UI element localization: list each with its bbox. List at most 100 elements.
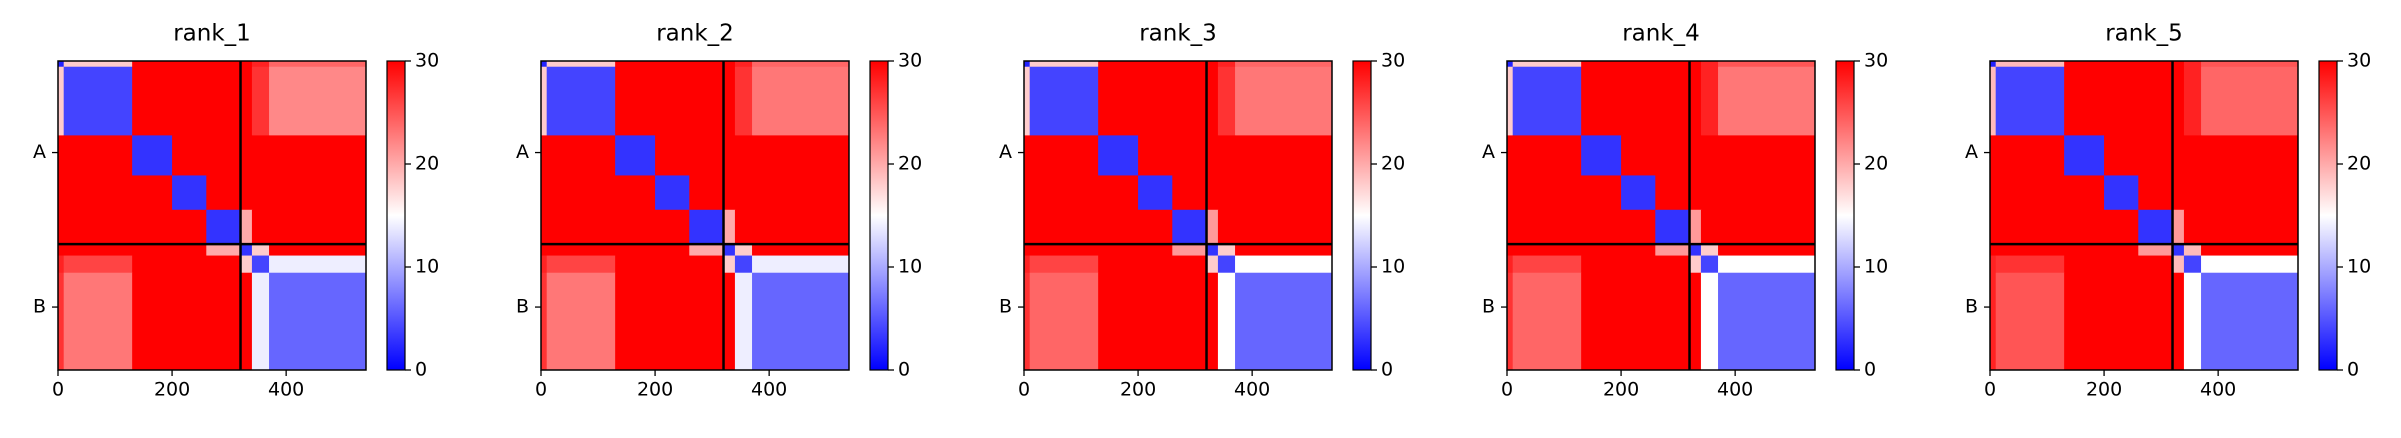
y-tick-label: A xyxy=(1965,141,1978,163)
x-tick-label: 400 xyxy=(751,379,787,401)
heatmap-cell xyxy=(689,66,725,136)
heatmap-cell xyxy=(2172,135,2185,176)
axes-frame xyxy=(57,60,367,371)
heatmap-cell xyxy=(2201,66,2299,136)
heatmap-cell xyxy=(240,209,253,245)
y-tick-label: B xyxy=(999,296,1012,318)
heatmap-cell xyxy=(723,61,736,68)
heatmap-cell xyxy=(1206,66,1219,136)
heatmap-cell xyxy=(251,209,270,245)
heatmap-cell xyxy=(1990,244,1997,257)
heatmap-cell xyxy=(1235,66,1333,136)
heatmap-cell xyxy=(1621,244,1656,257)
heatmap-cell xyxy=(132,272,173,371)
heatmap-cell xyxy=(172,135,207,176)
heatmap-cell xyxy=(615,209,656,245)
heatmap-cell xyxy=(752,272,850,371)
heatmap-cell xyxy=(1990,66,1997,136)
heatmap-cell xyxy=(1621,61,1656,68)
colorbar-tick-label: 10 xyxy=(1864,256,1888,278)
heatmap-cell xyxy=(1172,272,1208,371)
heatmap-cell xyxy=(2172,175,2185,211)
heatmap-cell xyxy=(1217,255,1236,274)
heatmap-cell xyxy=(546,66,616,136)
colorbar xyxy=(2318,60,2338,371)
heatmap-cell xyxy=(1512,135,1582,176)
heatmap-cell xyxy=(2138,61,2174,68)
heatmap-cell xyxy=(689,272,725,371)
heatmap-cell xyxy=(1172,209,1208,245)
heatmap-cell xyxy=(2172,66,2185,136)
heatmap-cell xyxy=(269,272,367,371)
heatmap-cell xyxy=(1172,244,1208,257)
heatmap-cell xyxy=(240,272,253,371)
heatmap-cell xyxy=(58,61,65,68)
heatmap-cell xyxy=(206,244,242,257)
heatmap-cell xyxy=(172,61,207,68)
x-tick-label: 400 xyxy=(268,379,304,401)
heatmap-cell xyxy=(1172,175,1208,211)
heatmap-cell xyxy=(734,66,753,136)
axes-frame xyxy=(1023,60,1333,371)
x-tick-label: 0 xyxy=(535,379,547,401)
heatmap-cell xyxy=(1172,61,1208,68)
heatmap-cell xyxy=(1718,255,1816,274)
heatmap-cell xyxy=(2104,135,2139,176)
heatmap-cell xyxy=(1206,209,1219,245)
y-tick-label: A xyxy=(33,141,46,163)
heatmap-cell xyxy=(1995,66,2065,136)
heatmap-cell xyxy=(752,175,850,211)
heatmap-cell xyxy=(1235,209,1333,245)
heatmap-cell xyxy=(1512,66,1582,136)
heatmap-cell xyxy=(689,61,725,68)
heatmap-cell xyxy=(1217,209,1236,245)
heatmap-cell xyxy=(206,66,242,136)
colorbar-tick-label: 20 xyxy=(2347,153,2371,175)
heatmap-cell xyxy=(240,175,253,211)
heatmap-cell xyxy=(723,175,736,211)
heatmap-cell xyxy=(2104,61,2139,68)
heatmap-cell xyxy=(2104,66,2139,136)
colorbar xyxy=(1352,60,1372,371)
heatmap-cell xyxy=(1655,61,1691,68)
heatmap-cell xyxy=(1581,175,1622,211)
heatmap-cell xyxy=(1024,272,1031,371)
heatmap-cell xyxy=(1206,255,1219,274)
heatmap-cell xyxy=(1581,272,1622,371)
heatmap-cell xyxy=(63,135,133,176)
heatmap-cell xyxy=(63,255,133,274)
heatmap-cell xyxy=(1507,209,1514,245)
heatmap-cell xyxy=(2138,209,2174,245)
heatmap-cell xyxy=(734,272,753,371)
chart-title: rank_2 xyxy=(656,21,734,47)
heatmap-cell xyxy=(1621,66,1656,136)
heatmap-cell xyxy=(752,244,850,257)
heatmap-cell xyxy=(1990,272,1997,371)
heatmap-cell xyxy=(269,175,367,211)
heatmap-cell xyxy=(1581,66,1622,136)
x-tick-label: 400 xyxy=(1234,379,1270,401)
heatmap-cell xyxy=(546,61,616,68)
heatmap-cell xyxy=(2183,135,2202,176)
heatmap-cell xyxy=(1512,272,1582,371)
colorbar-tick-label: 0 xyxy=(1381,359,1393,381)
heatmap-cell xyxy=(2183,255,2202,274)
heatmap-cell xyxy=(2201,135,2299,176)
x-tick-label: 0 xyxy=(1018,379,1030,401)
colorbar-tick-label: 30 xyxy=(1381,50,1405,72)
heatmap-cell xyxy=(734,61,753,68)
heatmap-cell xyxy=(206,61,242,68)
heatmap-cell xyxy=(2138,175,2174,211)
heatmap-cell xyxy=(723,135,736,176)
heatmap-cell xyxy=(1507,272,1514,371)
heatmap-cell xyxy=(1512,175,1582,211)
heatmap-cell xyxy=(1098,244,1139,257)
heatmap-cell xyxy=(1689,272,1702,371)
heatmap-cell xyxy=(58,255,65,274)
heatmap-cell xyxy=(2172,244,2185,257)
colorbar-tick-label: 20 xyxy=(898,153,922,175)
colorbar-tick-label: 0 xyxy=(1864,359,1876,381)
heatmap-cell xyxy=(1235,61,1333,68)
heatmap-cell xyxy=(1206,135,1219,176)
heatmap-cell xyxy=(2172,61,2185,68)
